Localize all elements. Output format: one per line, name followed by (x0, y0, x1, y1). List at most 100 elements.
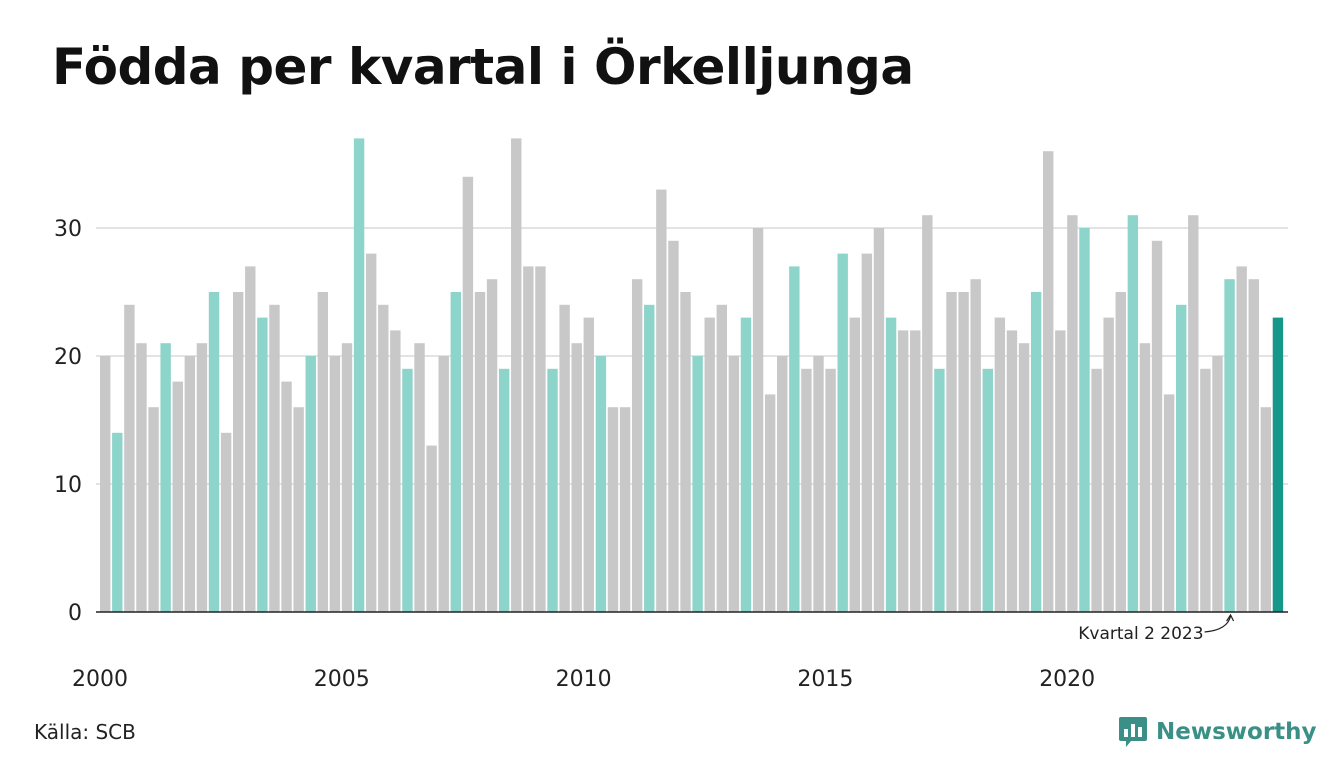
bar (1260, 407, 1272, 612)
bar (341, 343, 353, 612)
bar (704, 317, 715, 612)
bar (1115, 292, 1126, 612)
bar (100, 356, 111, 612)
bar (1200, 368, 1211, 612)
bar (329, 356, 341, 612)
bar (462, 176, 474, 613)
bar (1067, 215, 1078, 612)
bar (656, 189, 667, 612)
bar (716, 304, 727, 612)
bar (184, 356, 196, 612)
bar (1139, 343, 1151, 612)
bar (740, 317, 752, 612)
bar (994, 317, 1006, 612)
bar (1006, 330, 1018, 612)
bar (305, 356, 316, 612)
bar (728, 356, 740, 612)
brand-logo[interactable]: Newsworthy (1118, 714, 1317, 750)
y-tick-label: 10 (54, 473, 82, 498)
y-tick-label: 30 (54, 217, 82, 242)
bar (220, 432, 232, 612)
bar (873, 228, 885, 612)
bar (498, 368, 510, 612)
bar (523, 266, 534, 612)
bar (777, 356, 788, 612)
bar (112, 432, 123, 612)
bar (486, 279, 498, 612)
x-tick-label: 2015 (797, 667, 853, 692)
bar (1163, 394, 1175, 612)
bar (559, 304, 570, 612)
source-note: Källa: SCB (34, 720, 136, 744)
bar (402, 368, 413, 612)
bar (293, 407, 304, 612)
bar (982, 368, 993, 612)
bar (934, 368, 945, 612)
bar (438, 356, 449, 612)
bar (378, 304, 389, 612)
bar (281, 381, 292, 612)
bar (124, 304, 135, 612)
x-tick-label: 2010 (556, 667, 612, 692)
bar (1079, 228, 1090, 612)
chart-title: Födda per kvartal i Örkelljunga (52, 38, 914, 96)
newsworthy-logo-icon (1119, 717, 1147, 747)
bar (148, 407, 159, 612)
bar (1091, 368, 1102, 612)
bar (1248, 279, 1259, 612)
bar (571, 343, 582, 612)
bar (257, 317, 268, 612)
y-tick-label: 0 (68, 601, 82, 626)
bar (922, 215, 933, 612)
bar (825, 368, 836, 612)
bar (414, 343, 425, 612)
bar (1151, 240, 1163, 613)
bar (837, 253, 848, 612)
x-axis-labels: 2000 2005 2010 2015 2020 (72, 667, 1095, 692)
x-tick-label: 2000 (72, 667, 128, 692)
bar (1224, 279, 1235, 612)
bar (1103, 317, 1114, 612)
bar (619, 407, 631, 612)
bar (353, 138, 365, 612)
bar (1127, 215, 1139, 612)
x-tick-label: 2020 (1039, 667, 1095, 692)
bar (1188, 215, 1199, 612)
bar (813, 356, 824, 612)
bar (946, 292, 957, 612)
bar (764, 394, 776, 612)
bar (752, 228, 764, 612)
bar (644, 304, 655, 612)
bar (631, 279, 643, 612)
bar (136, 343, 147, 612)
bar (450, 292, 462, 612)
bar (196, 343, 208, 612)
bar (861, 253, 873, 612)
y-axis-labels: 0 10 20 30 (54, 217, 82, 626)
bar (232, 292, 244, 612)
y-tick-label: 20 (54, 345, 82, 370)
bar (680, 292, 691, 612)
bar (958, 292, 969, 612)
bar (245, 266, 256, 612)
bar (535, 266, 546, 612)
bar (1236, 266, 1247, 612)
bar (668, 240, 679, 613)
bar (1043, 151, 1054, 612)
bar (365, 253, 377, 612)
bar (511, 138, 522, 612)
bar (208, 292, 220, 612)
bar (390, 330, 401, 612)
bar (1055, 330, 1066, 612)
bar (269, 304, 280, 612)
bar (801, 368, 812, 612)
bar (547, 368, 558, 612)
bar (160, 343, 171, 612)
annotation-label: Kvartal 2 2023 (1078, 624, 1203, 644)
bar (607, 407, 619, 612)
bars (100, 138, 1284, 613)
bar (970, 279, 981, 612)
bar (849, 317, 860, 612)
bar (897, 330, 909, 612)
bar (885, 317, 897, 612)
